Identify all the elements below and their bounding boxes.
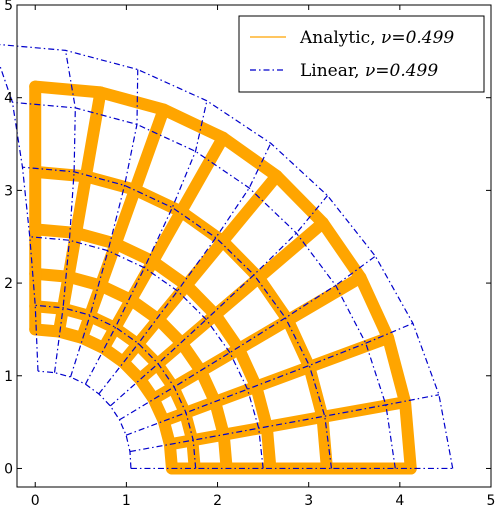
arc-line-4 <box>12 101 396 469</box>
arc-line-0 <box>37 370 132 469</box>
y-tick-label-0: 0 <box>4 461 13 477</box>
mesh-linear <box>0 43 454 470</box>
mesh-layer <box>0 43 454 475</box>
radial-line-7 <box>75 103 170 344</box>
y-tick-label-1: 1 <box>4 369 13 385</box>
axis-ticks: 0 1 2 3 4 5 0 1 2 3 4 5 <box>4 0 495 509</box>
legend-box <box>238 15 485 93</box>
x-tick-label-3: 3 <box>304 493 313 509</box>
x-tick-label-1: 1 <box>122 493 131 509</box>
legend-label-analytic: Analytic, ν=0.499 <box>299 28 454 48</box>
legend: Analytic, ν=0.499 Linear, ν=0.499 <box>238 15 485 93</box>
x-tick-label-4: 4 <box>395 493 404 509</box>
y-tick-label-5: 5 <box>4 0 13 14</box>
arc-line-3 <box>29 223 277 475</box>
radial-line-8 <box>53 50 76 373</box>
arc-line-1 <box>35 304 197 469</box>
y-tick-label-4: 4 <box>4 91 13 107</box>
radial-line-9 <box>0 64 39 372</box>
x-tick-label-5: 5 <box>487 493 496 509</box>
plot-frame <box>16 4 492 488</box>
radial-line-1 <box>129 394 440 453</box>
y-tick-label-3: 3 <box>4 183 13 199</box>
legend-label-linear-math: ν=0.499 <box>365 61 438 81</box>
radial-line-2 <box>125 322 414 436</box>
x-tick-label-2: 2 <box>213 493 222 509</box>
arc-line-3 <box>22 166 333 469</box>
arc-line-4 <box>29 165 333 475</box>
y-tick-label-2: 2 <box>4 276 13 292</box>
legend-label-linear: Linear, ν=0.499 <box>300 61 438 81</box>
mesh-analytic <box>29 80 417 475</box>
legend-label-linear-prefix: Linear, <box>300 61 365 81</box>
x-tick-label-0: 0 <box>31 493 40 509</box>
arc-line-2 <box>29 267 233 475</box>
arc-line-5 <box>29 80 417 475</box>
radial-line-8 <box>52 86 107 338</box>
arc-line-1 <box>29 300 201 475</box>
legend-label-analytic-prefix: Analytic, <box>299 28 381 48</box>
radial-line-7 <box>69 69 139 378</box>
radial-line-6 <box>84 100 208 385</box>
radial-line-4 <box>109 195 328 407</box>
radial-line-5 <box>98 142 272 395</box>
arc-line-0 <box>29 323 178 475</box>
legend-label-analytic-math: ν=0.499 <box>381 28 454 48</box>
arc-line-5 <box>0 43 454 469</box>
